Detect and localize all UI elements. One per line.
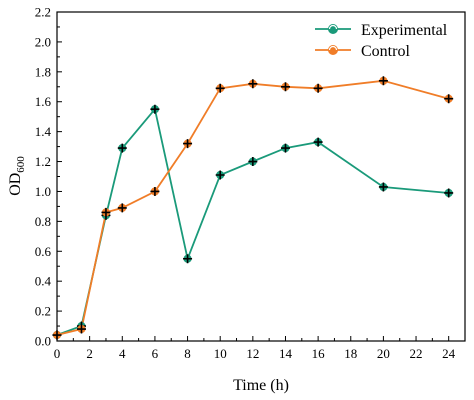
y-tick-label: 2.0 — [35, 34, 51, 49]
error-bar — [117, 143, 127, 153]
error-bar — [117, 203, 127, 213]
x-tick-label: 4 — [119, 346, 126, 361]
error-bar — [280, 82, 290, 92]
x-tick-label: 24 — [442, 346, 456, 361]
error-bar — [183, 254, 193, 264]
y-tick-label: 1.8 — [35, 64, 51, 79]
x-tick-label: 20 — [377, 346, 390, 361]
x-tick-label: 8 — [184, 346, 191, 361]
error-bar — [280, 143, 290, 153]
legend: Experimental Control — [315, 22, 448, 60]
y-axis-label-subscript: 600 — [15, 156, 27, 173]
x-tick-label: 2 — [86, 346, 93, 361]
y-tick-label: 1.0 — [35, 184, 51, 199]
series-line-control — [56, 79, 449, 336]
y-tick-label: 0.4 — [35, 274, 52, 289]
legend-label-control: Control — [361, 43, 410, 60]
error-bar — [248, 157, 258, 167]
y-axis-label-main: OD — [7, 173, 24, 196]
x-tick-label: 12 — [246, 346, 259, 361]
y-tick-label: 0.0 — [35, 334, 51, 349]
error-bar — [215, 170, 225, 180]
axis-layer: 0 2 4 6 8 10 12 14 16 18 20 22 240.00.20.40.60.81.01… — [35, 5, 456, 362]
y-tick-label: 0.6 — [35, 244, 52, 259]
error-bar — [215, 83, 225, 93]
error-bar — [444, 188, 454, 198]
y-tick-label: 2.2 — [35, 5, 51, 20]
x-tick-label: 6 — [152, 346, 159, 361]
y-axis-label: OD600 — [7, 156, 27, 196]
error-bar — [76, 324, 86, 334]
x-tick-label: 18 — [344, 346, 357, 361]
y-tick-label: 1.6 — [35, 94, 52, 109]
x-axis-label: Time (h) — [233, 377, 289, 394]
y-tick-label: 1.4 — [35, 124, 52, 139]
y-tick-label: 1.2 — [35, 154, 51, 169]
error-bar — [101, 207, 111, 217]
error-bar — [248, 79, 258, 89]
y-tick-label: 0.2 — [35, 304, 51, 319]
error-bar — [378, 76, 388, 86]
legend-marker-highlight — [328, 24, 338, 30]
error-bar — [444, 94, 454, 104]
x-tick-label: 22 — [410, 346, 423, 361]
x-tick-label: 0 — [54, 346, 61, 361]
legend-label-experimental: Experimental — [361, 22, 448, 39]
error-bar — [313, 137, 323, 147]
x-tick-label: 16 — [312, 346, 326, 361]
error-bar — [150, 104, 160, 114]
series-layer — [52, 76, 454, 340]
error-bar — [378, 182, 388, 192]
y-tick-label: 0.8 — [35, 214, 51, 229]
error-bar — [183, 139, 193, 149]
error-bar — [313, 83, 323, 93]
error-bar — [150, 186, 160, 196]
plot-frame — [56, 11, 466, 342]
series-line-experimental — [56, 107, 449, 336]
legend-marker-highlight — [328, 45, 338, 51]
x-tick-label: 14 — [279, 346, 293, 361]
x-tick-label: 10 — [214, 346, 227, 361]
